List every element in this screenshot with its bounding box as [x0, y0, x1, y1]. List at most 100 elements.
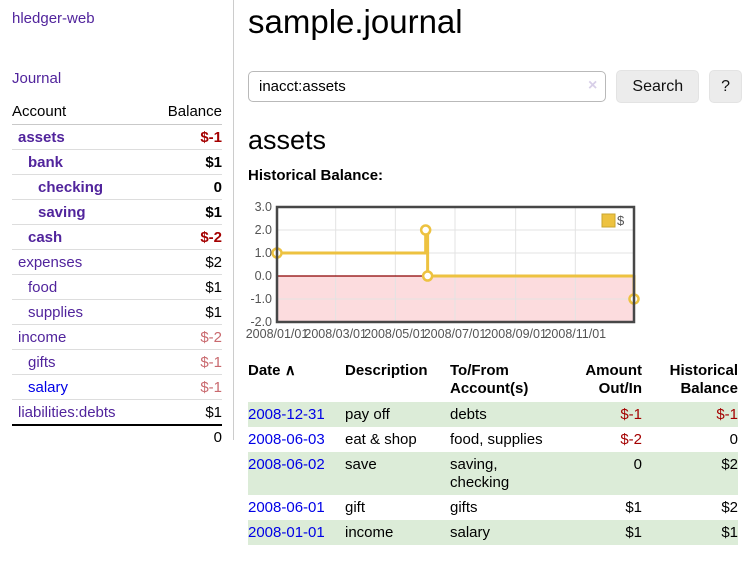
account-balance: $1 [149, 399, 222, 426]
sidebar-item-journal[interactable]: Journal [12, 70, 62, 87]
register-header-description: Description [345, 362, 428, 379]
transaction-description: gift [345, 499, 366, 516]
account-name-cell: bank [12, 149, 150, 175]
transaction-row: 2008-01-01 income salary $1 $1 [248, 520, 738, 545]
main-content: sample.journal × Search ? assets Histori… [246, 0, 742, 545]
transaction-row: 2008-06-02 save saving, checking 0 $2 [248, 452, 738, 495]
accounts-total-value: 0 [213, 429, 222, 446]
transaction-amount: $1 [580, 520, 642, 545]
search-input-wrap: × [248, 71, 607, 102]
clear-search-icon[interactable]: × [588, 77, 598, 94]
account-link-cash[interactable]: cash [28, 229, 63, 246]
y-tick-label: 3.0 [255, 200, 272, 214]
register-header-balance: Historical Balance [669, 362, 738, 397]
plot-border [275, 205, 636, 324]
transaction-date-link[interactable]: 2008-12-31 [248, 406, 325, 423]
search-input[interactable] [248, 71, 607, 102]
data-point [421, 270, 434, 282]
register-table: Date ∧ Description To/From Account(s) Am… [248, 360, 738, 545]
transaction-date-link[interactable]: 2008-01-01 [248, 524, 325, 541]
account-link-saving[interactable]: saving [38, 204, 86, 221]
transaction-balance: $2 [642, 452, 738, 495]
register-header-row: Date ∧ Description To/From Account(s) Am… [248, 360, 738, 402]
account-balance: $-1 [149, 349, 222, 375]
transaction-date-cell: 2008-12-31 [248, 402, 345, 427]
account-name-cell: assets [12, 124, 150, 150]
account-row: checking 0 [12, 174, 222, 200]
account-link-salary[interactable]: salary [28, 379, 69, 396]
historical-balance-chart: 3.0 2.0 1.0 0.0 -1.0 -2.02008/01/012008/03/01… [246, 200, 640, 341]
account-name-cell: saving [12, 199, 150, 225]
transaction-description: pay off [345, 402, 450, 427]
sidebar-nav: Journal [12, 70, 233, 87]
account-row: expenses $2 [12, 249, 222, 275]
account-link-expenses[interactable]: expenses [18, 254, 83, 271]
account-name-cell: supplies [12, 299, 150, 325]
account-name-cell: food [12, 274, 150, 300]
account-balance: $-2 [149, 224, 222, 250]
sidebar: hledger-web Journal Account Balance asse… [0, 0, 233, 449]
register-header-accounts: To/From Account(s) [450, 362, 529, 397]
account-row: income $-2 [12, 324, 222, 350]
transaction-description: eat & shop [345, 431, 417, 448]
x-tick-label: 2008/09/01 [484, 327, 547, 341]
account-name-cell: checking [12, 174, 150, 200]
account-row: liabilities:debts $1 [12, 399, 222, 426]
transaction-row: 2008-06-03 eat & shop food, supplies $-2 0 [248, 427, 738, 452]
account-link-bank[interactable]: bank [28, 154, 64, 171]
transaction-description: income [345, 520, 450, 545]
account-name-cell: expenses [12, 249, 150, 275]
search-button[interactable]: Search [616, 70, 700, 103]
transaction-accounts: food, supplies [450, 431, 543, 448]
account-link-checking[interactable]: checking [38, 179, 104, 196]
transaction-balance: $2 [721, 499, 738, 516]
account-balance: $1 [149, 199, 222, 225]
account-title: assets [248, 125, 327, 155]
account-link-assets[interactable]: assets [18, 129, 65, 146]
accounts-total-spacer [12, 425, 150, 449]
x-tick-label: 2008/01/01 [246, 327, 309, 341]
transaction-date-cell: 2008-06-01 [248, 495, 345, 520]
transaction-balance: 0 [729, 431, 738, 448]
transaction-date-link[interactable]: 2008-06-03 [248, 431, 325, 448]
transaction-date-link[interactable]: 2008-06-02 [248, 456, 325, 473]
account-link-gifts[interactable]: gifts [28, 354, 56, 371]
help-button[interactable]: ? [709, 70, 742, 103]
transaction-accounts: saving, checking [450, 452, 580, 495]
account-link-income[interactable]: income [18, 329, 67, 346]
accounts-header-row: Account Balance [12, 101, 222, 125]
account-link-liabilities-debts[interactable]: liabilities:debts [18, 404, 116, 421]
account-link-supplies[interactable]: supplies [28, 304, 84, 321]
transaction-date-cell: 2008-01-01 [248, 520, 345, 545]
account-name-cell: salary [12, 374, 150, 400]
account-balance: 0 [149, 174, 222, 200]
y-tick-label: 0.0 [255, 269, 272, 283]
chart-label: Historical Balance: [248, 167, 384, 184]
account-row: salary $-1 [12, 374, 222, 400]
y-tick-label: 2.0 [255, 223, 272, 237]
app-title-link[interactable]: hledger-web [12, 10, 95, 27]
register-header-date[interactable]: Date ∧ [248, 362, 296, 379]
page-title: sample.journal [248, 3, 463, 40]
account-row: bank $1 [12, 149, 222, 175]
transaction-date-cell: 2008-06-03 [248, 427, 345, 452]
y-tick-label: -2.0 [250, 315, 272, 329]
x-tick-label: 2008/07/01 [424, 327, 487, 341]
account-balance: $2 [149, 249, 222, 275]
accounts-table: Account Balance assets $-1 bank $1 checking 0… [12, 101, 222, 449]
account-balance: $1 [149, 299, 222, 325]
account-balance: $-1 [149, 124, 222, 150]
register-header-amount: Amount Out/In [585, 362, 642, 397]
transaction-row: 2008-12-31 pay off debts $-1 $-1 [248, 402, 738, 427]
account-balance: $1 [149, 149, 222, 175]
transaction-amount: $-1 [580, 402, 642, 427]
account-row: cash $-2 [12, 224, 222, 250]
account-link-food[interactable]: food [28, 279, 58, 296]
transaction-date-link[interactable]: 2008-06-01 [248, 499, 325, 516]
search-bar: × Search ? [248, 70, 742, 103]
account-row: supplies $1 [12, 299, 222, 325]
legend-label: $ [617, 213, 625, 228]
y-tick-label: 1.0 [255, 246, 272, 260]
account-row: saving $1 [12, 199, 222, 225]
data-point [419, 224, 432, 236]
